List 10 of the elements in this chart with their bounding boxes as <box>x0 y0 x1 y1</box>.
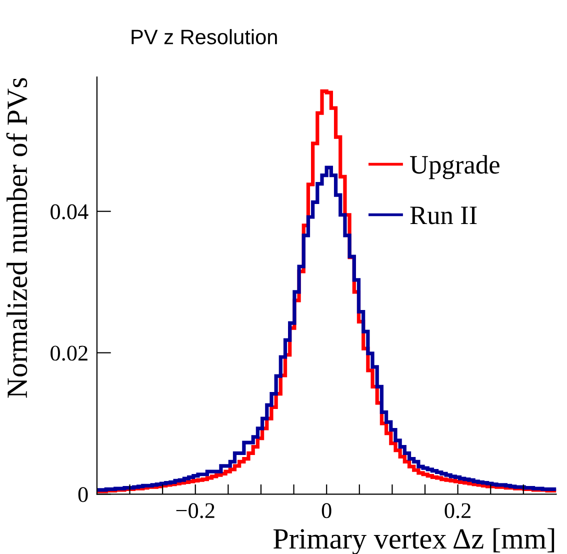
x-tick-label: 0 <box>322 503 332 518</box>
y-tick-label: 0 <box>78 487 88 502</box>
y-tick-label: 0.04 <box>50 204 88 220</box>
y-tick-label: 0.02 <box>50 346 88 361</box>
chart-title: PV z Resolution <box>132 29 277 44</box>
legend-label: Upgrade <box>410 155 500 180</box>
y-axis-title: Normalized number of PVs <box>6 78 28 398</box>
legend-label: Run II <box>410 206 477 224</box>
x-tick-label: −0.2 <box>176 503 214 518</box>
x-tick-label: 0.2 <box>444 503 470 518</box>
